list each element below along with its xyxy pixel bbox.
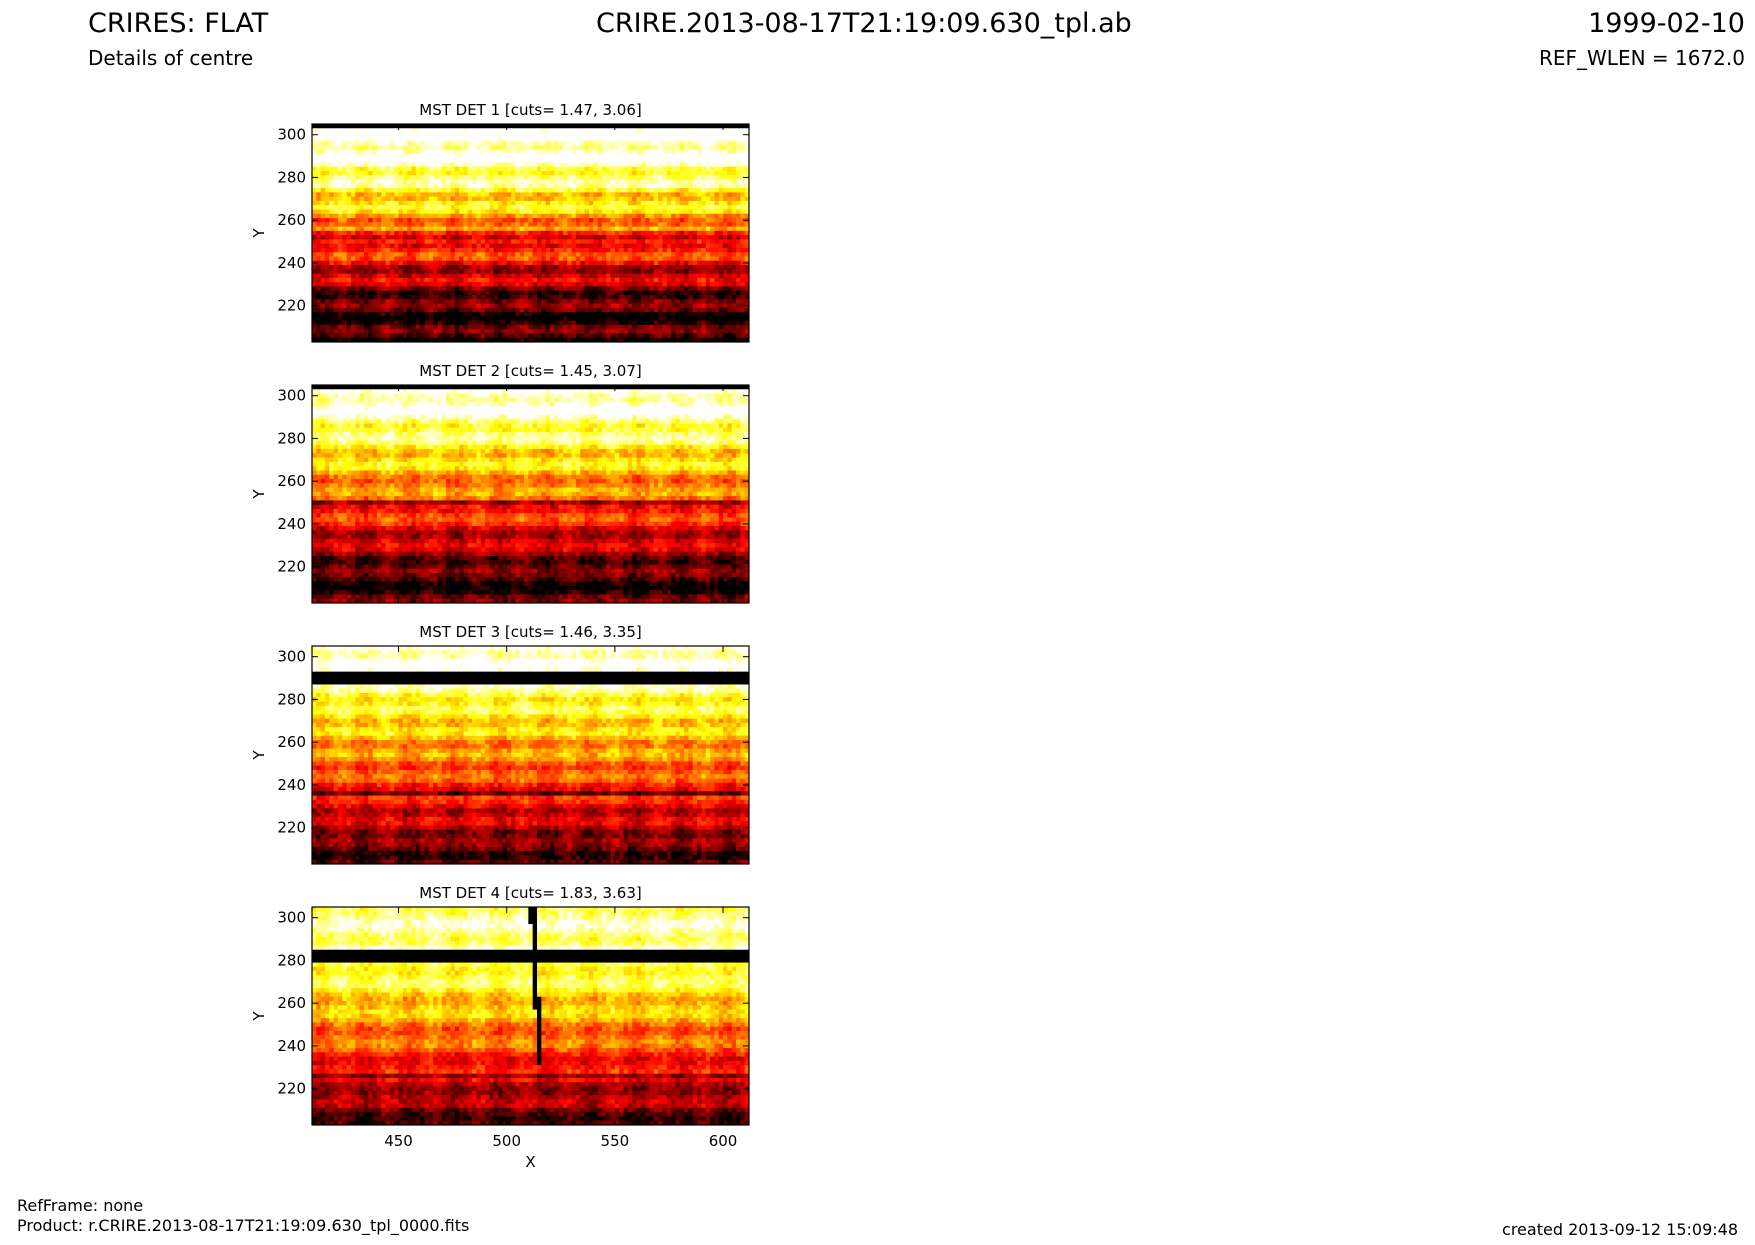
refframe-label: RefFrame: none [17,1196,143,1215]
y-tick-label: 260 [277,472,306,490]
panel-title: MST DET 1 [cuts= 1.47, 3.06] [419,101,642,119]
y-axis-label: Y [250,489,268,500]
detector-panel-4: MST DET 4 [cuts= 1.83, 3.63] 220 240 260 280… [250,884,750,1171]
y-tick-label: 280 [277,951,306,969]
y-tick-label: 220 [277,297,306,315]
plot-frame [311,123,750,343]
y-tick-label: 260 [277,994,306,1012]
y-tick-label: 220 [277,819,306,837]
y-tick-label: 240 [277,776,306,794]
y-tick-label: 280 [277,429,306,447]
x-tick-label: 500 [492,1132,521,1150]
x-axis-label: X [525,1153,535,1171]
x-tick-label: 450 [384,1132,413,1150]
y-tick-label: 220 [277,1080,306,1098]
y-tick-label: 280 [277,168,306,186]
y-tick-label: 300 [277,909,306,927]
x-tick-label: 550 [601,1132,630,1150]
y-tick-label: 240 [277,254,306,272]
y-tick-label: 240 [277,1037,306,1055]
y-tick-label: 300 [277,648,306,666]
y-tick-label: 220 [277,558,306,576]
product-label: Product: r.CRIRE.2013-08-17T21:19:09.630… [17,1216,469,1235]
y-tick-label: 240 [277,515,306,533]
x-tick-label: 600 [709,1132,738,1150]
y-axis-label: Y [250,228,268,239]
y-tick-label: 260 [277,733,306,751]
page-title: CRIRES: FLAT [88,8,268,39]
created-timestamp: created 2013-09-12 15:09:48 [1502,1220,1738,1239]
panel-title: MST DET 2 [cuts= 1.45, 3.07] [419,362,642,380]
file-name-title: CRIRE.2013-08-17T21:19:09.630_tpl.ab [596,8,1132,39]
date-title: 1999-02-10 [1588,8,1745,39]
y-tick-label: 300 [277,387,306,405]
heatmap-image [312,907,749,1125]
detector-panel-3: MST DET 3 [cuts= 1.46, 3.35] 220 240 260 280… [250,623,750,865]
y-axis-label: Y [250,750,268,761]
detector-panel-1: MST DET 1 [cuts= 1.47, 3.06] 220 240 260 280… [250,101,750,343]
ref-wavelength: REF_WLEN = 1672.0 [1539,46,1745,70]
panel-title: MST DET 4 [cuts= 1.83, 3.63] [419,884,642,902]
plot-frame [311,645,750,865]
heatmap-image [312,646,749,864]
heatmap-image [312,124,749,342]
heatmap-image [312,385,749,603]
y-tick-label: 260 [277,211,306,229]
panel-title: MST DET 3 [cuts= 1.46, 3.35] [419,623,642,641]
plot-frame [311,384,750,604]
y-tick-label: 280 [277,690,306,708]
y-tick-label: 300 [277,126,306,144]
y-axis-label: Y [250,1011,268,1022]
detector-panel-2: MST DET 2 [cuts= 1.45, 3.07] 220 240 260 280… [250,362,750,604]
plot-frame [311,906,750,1126]
subtitle: Details of centre [88,46,253,70]
